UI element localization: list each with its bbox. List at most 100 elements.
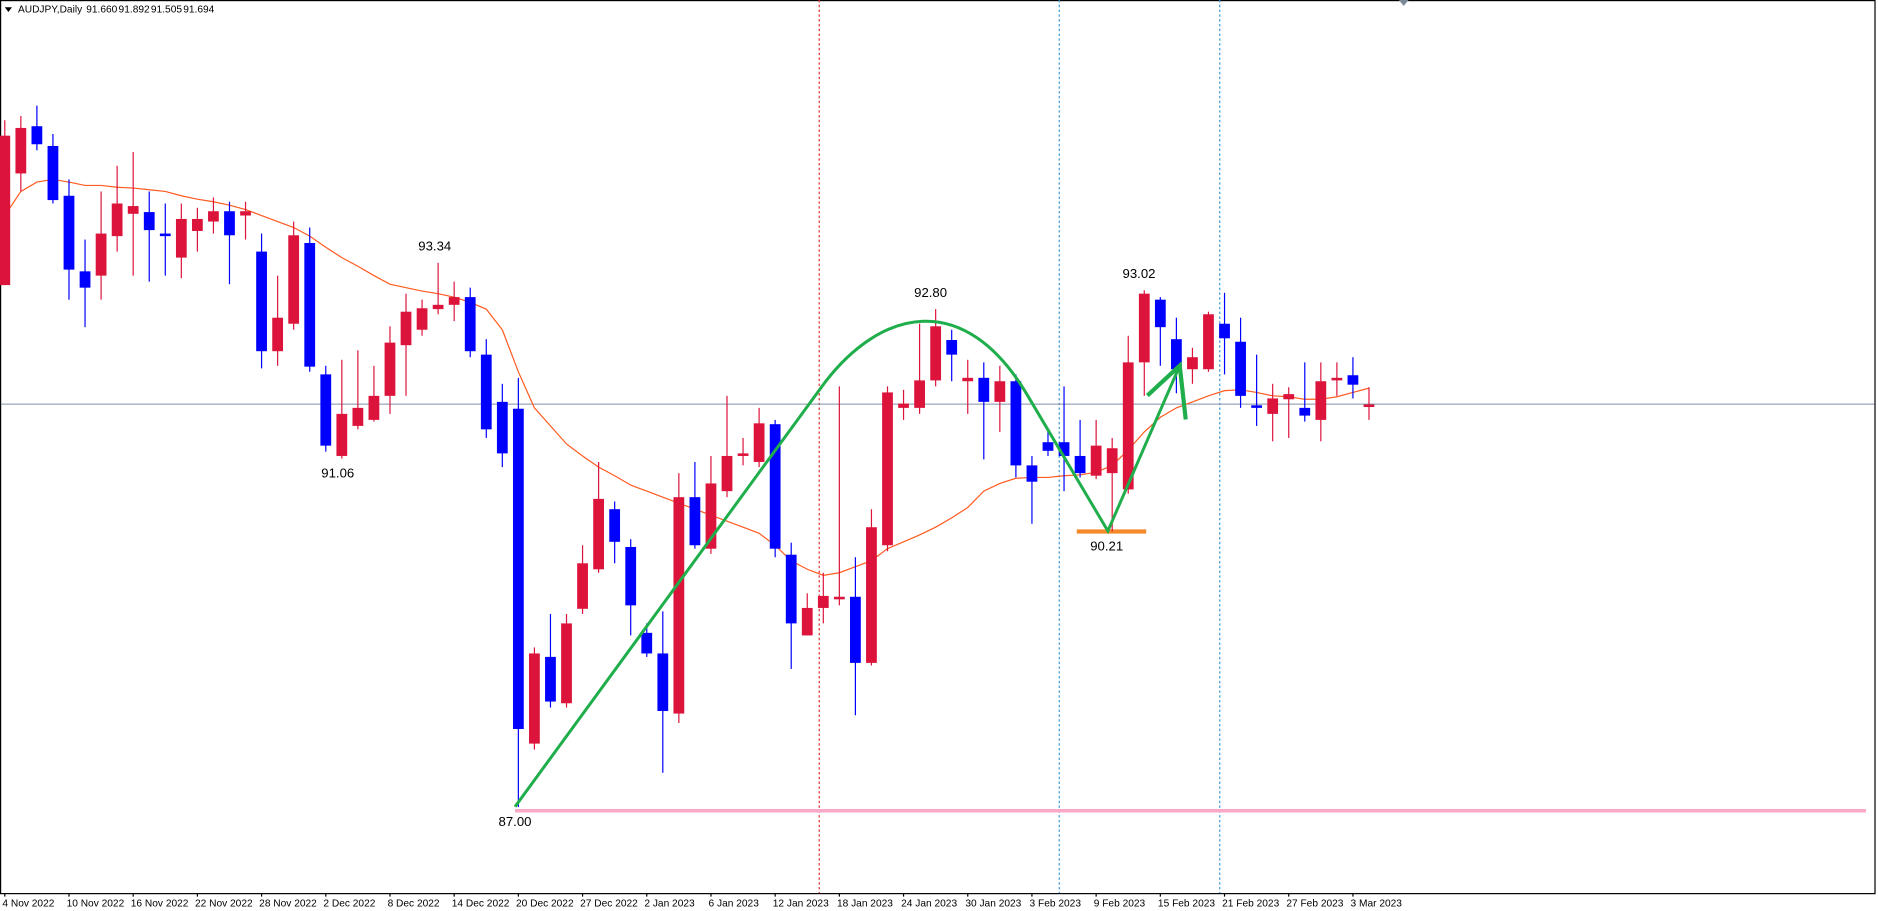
candle-body xyxy=(1299,407,1311,416)
candle-body xyxy=(1122,362,1134,490)
candle-body xyxy=(609,509,621,542)
candle-body xyxy=(1106,448,1118,474)
x-tick-label: 2 Jan 2023 xyxy=(644,898,695,909)
candle-body xyxy=(224,211,235,236)
x-tick-label: 21 Feb 2023 xyxy=(1222,898,1279,909)
candle-body xyxy=(1010,381,1022,466)
candle-body xyxy=(464,297,476,352)
candle-body xyxy=(817,595,829,608)
candle-body xyxy=(641,632,653,654)
x-tick-label: 14 Dec 2022 xyxy=(452,898,510,909)
candle-body xyxy=(288,235,300,324)
candle-body xyxy=(15,127,27,174)
candle-body xyxy=(175,218,187,258)
candle-body xyxy=(1074,455,1086,474)
candle-body xyxy=(256,251,267,352)
candle-body xyxy=(657,653,669,711)
x-tick-label: 18 Jan 2023 xyxy=(837,898,893,909)
candle-body xyxy=(111,203,123,237)
candle-body xyxy=(545,656,556,702)
candle-body xyxy=(1363,404,1375,408)
candle-body xyxy=(914,380,925,408)
candle-body xyxy=(159,233,171,237)
x-tick-label: 8 Dec 2022 xyxy=(388,898,440,909)
candle-body xyxy=(1187,357,1198,370)
candle-body xyxy=(978,377,990,402)
candle-body xyxy=(272,317,284,352)
x-tick-label: 20 Dec 2022 xyxy=(516,898,574,909)
candle-body xyxy=(95,233,107,276)
x-tick-label: 12 Jan 2023 xyxy=(773,898,829,909)
candle-body xyxy=(1154,299,1166,328)
price-annotation: 93.34 xyxy=(418,239,451,254)
candle-body xyxy=(769,424,781,549)
x-tick-label: 30 Jan 2023 xyxy=(965,898,1021,909)
candle-body xyxy=(689,497,701,546)
candle-body xyxy=(593,498,605,570)
x-tick-label: 3 Mar 2023 xyxy=(1351,898,1403,909)
candle-body xyxy=(384,342,396,396)
price-annotation: 93.02 xyxy=(1123,266,1156,281)
pattern-drawing xyxy=(513,319,1182,808)
candle-body xyxy=(753,423,765,462)
candle-body xyxy=(946,340,958,355)
candle-body xyxy=(1251,405,1263,408)
candle-body xyxy=(1170,339,1182,370)
candle-body xyxy=(432,304,444,310)
quote-value: 91.660 xyxy=(86,4,117,15)
candle-body xyxy=(801,607,813,636)
candle-body xyxy=(898,403,909,408)
x-tick-label: 10 Nov 2022 xyxy=(67,898,125,909)
candle-body xyxy=(737,453,749,456)
candle-body xyxy=(416,308,428,330)
candle-body xyxy=(1219,323,1230,339)
candle-body xyxy=(79,271,91,288)
candle-body xyxy=(31,126,43,145)
x-tick-label: 6 Jan 2023 xyxy=(709,898,760,909)
quote-value: 91.505 xyxy=(151,4,182,15)
candle-body xyxy=(1042,442,1054,451)
candle-body xyxy=(1090,445,1102,476)
x-tick-label: 2 Dec 2022 xyxy=(323,898,375,909)
candles xyxy=(0,105,1375,808)
candle-body xyxy=(127,206,139,214)
arrow-head xyxy=(1145,361,1188,420)
candle-body xyxy=(561,623,572,704)
candle-body xyxy=(496,401,508,454)
candle-body xyxy=(400,311,412,346)
candle-body xyxy=(1315,381,1327,420)
candle-body xyxy=(240,211,251,216)
x-tick-label: 27 Feb 2023 xyxy=(1286,898,1343,909)
candle-body xyxy=(1235,341,1246,396)
candle-body xyxy=(882,392,893,546)
candle-body xyxy=(705,483,717,549)
x-tick-label: 15 Feb 2023 xyxy=(1158,898,1215,909)
candle-body xyxy=(785,554,797,624)
symbol-title: AUDJPY,Daily xyxy=(18,4,83,15)
candle-body xyxy=(512,408,524,730)
candle-body xyxy=(1203,314,1214,370)
price-annotation: 90.21 xyxy=(1090,539,1123,554)
labels: 4 Nov 2022 10 Nov 2022 16 Nov 2022 22 Nov 2… xyxy=(2,239,1402,910)
candle-body xyxy=(1331,377,1343,381)
x-tick-label: 22 Nov 2022 xyxy=(195,898,253,909)
candle-body xyxy=(304,243,316,367)
candle-body xyxy=(833,596,845,600)
candle-body xyxy=(529,653,540,744)
candle-body xyxy=(368,395,380,420)
candle-body xyxy=(1138,293,1150,363)
price-lines xyxy=(1,178,1875,813)
candle-body xyxy=(930,326,942,381)
candle-body xyxy=(208,211,219,222)
candle-body xyxy=(1283,394,1295,400)
candle-body xyxy=(480,354,492,430)
quote-value: 91.892 xyxy=(119,4,150,15)
x-tick-label: 4 Nov 2022 xyxy=(2,898,54,909)
menu-icon xyxy=(4,7,12,12)
candle-body xyxy=(448,297,460,305)
candle-body xyxy=(673,497,685,714)
shift-marker xyxy=(1398,0,1409,6)
candle-body xyxy=(336,413,348,456)
